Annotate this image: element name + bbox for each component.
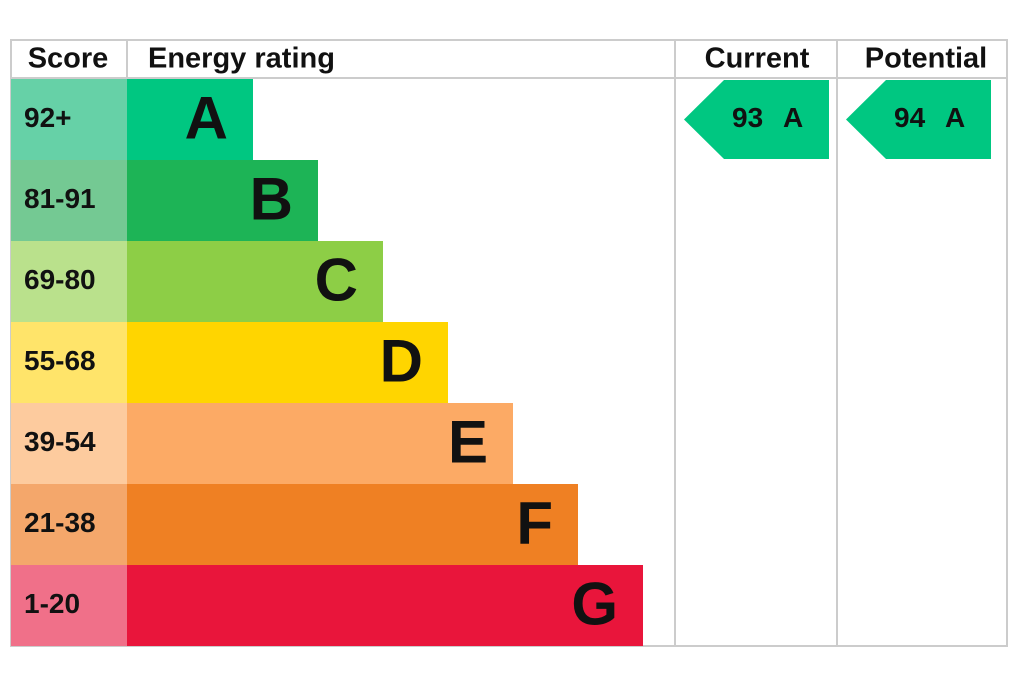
score-label: 21-38 bbox=[24, 507, 96, 538]
band-letter: D bbox=[380, 327, 423, 394]
rating-bar bbox=[127, 565, 643, 646]
rating-value: 94 bbox=[894, 102, 926, 133]
score-cell bbox=[11, 79, 127, 160]
score-label: 92+ bbox=[24, 102, 72, 133]
band-letter: E bbox=[448, 408, 488, 475]
rating-value: 93 bbox=[732, 102, 763, 133]
band-letter: F bbox=[516, 489, 553, 556]
band-letter: C bbox=[315, 246, 358, 313]
score-label: 39-54 bbox=[24, 426, 96, 457]
header-current: Current bbox=[705, 43, 810, 75]
score-cell bbox=[11, 241, 127, 322]
score-label: 69-80 bbox=[24, 264, 96, 295]
rating-bar bbox=[127, 79, 253, 160]
rating-arrow bbox=[684, 80, 829, 159]
rating-letter: A bbox=[783, 102, 803, 133]
header-potential: Potential bbox=[865, 43, 987, 75]
rating-letter: A bbox=[945, 102, 965, 133]
header-score: Score bbox=[28, 43, 109, 75]
band-letter: G bbox=[571, 570, 618, 637]
band-letter: B bbox=[250, 165, 293, 232]
score-cell bbox=[11, 322, 127, 403]
rating-bar bbox=[127, 241, 383, 322]
rating-bar bbox=[127, 403, 513, 484]
rating-arrow bbox=[846, 80, 991, 159]
score-cell bbox=[11, 565, 127, 646]
score-cell bbox=[11, 484, 127, 565]
rating-bar bbox=[127, 160, 318, 241]
header-rating: Energy rating bbox=[148, 43, 335, 75]
score-cell bbox=[11, 403, 127, 484]
score-label: 55-68 bbox=[24, 345, 96, 376]
rating-bar bbox=[127, 322, 448, 403]
score-label: 81-91 bbox=[24, 183, 96, 214]
band-letter: A bbox=[185, 84, 228, 151]
rating-bar bbox=[127, 484, 578, 565]
score-cell bbox=[11, 160, 127, 241]
score-label: 1-20 bbox=[24, 588, 80, 619]
